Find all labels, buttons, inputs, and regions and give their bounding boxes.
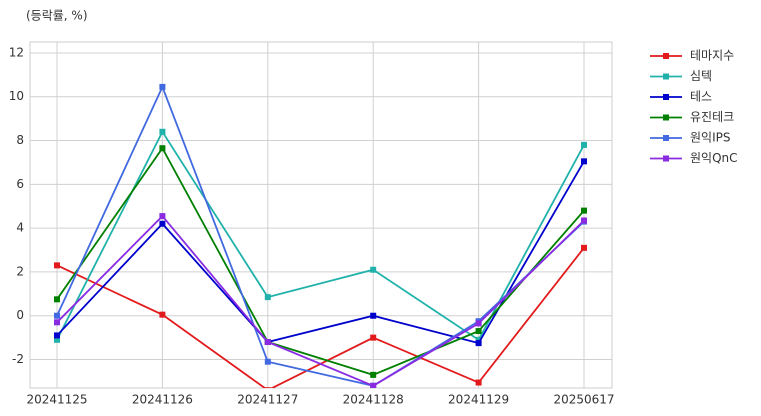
x-tick-label: 20241125 <box>26 393 87 407</box>
legend-label: 심텍 <box>690 69 712 83</box>
legend-label: 원익IPS <box>690 131 730 145</box>
point-marker <box>264 339 271 346</box>
point-marker <box>54 319 60 326</box>
point-marker <box>581 217 587 224</box>
point-marker <box>581 244 587 251</box>
legend-marker <box>663 155 669 162</box>
point-marker <box>54 336 60 343</box>
legend-label: 원익QnC <box>690 151 738 165</box>
point-marker <box>159 311 166 318</box>
point-marker <box>370 266 377 273</box>
x-tick-label: 20241128 <box>343 393 404 407</box>
point-marker <box>159 220 166 227</box>
legend-marker <box>663 94 669 100</box>
point-marker <box>370 382 377 388</box>
x-tick-label: 20241126 <box>132 393 193 407</box>
y-tick-label: 10 <box>9 89 24 103</box>
point-marker <box>370 334 377 341</box>
legend-marker <box>663 53 669 59</box>
point-marker <box>475 328 482 335</box>
plot-area <box>54 83 587 388</box>
point-marker <box>475 320 482 327</box>
series-line <box>56 146 585 376</box>
legend-marker <box>663 73 669 80</box>
point-marker <box>159 213 166 220</box>
series-line <box>56 160 585 345</box>
series-line <box>56 214 585 387</box>
plot-frame <box>29 41 613 389</box>
point-marker <box>54 332 60 339</box>
y-tick-label: 6 <box>16 177 24 191</box>
point-marker <box>475 340 482 347</box>
point-marker <box>264 387 271 388</box>
x-tick-label: 20250617 <box>553 393 614 407</box>
y-tick-label: 2 <box>16 264 24 278</box>
point-marker <box>54 262 60 269</box>
point-marker <box>581 141 587 148</box>
point-marker <box>264 358 271 365</box>
point-marker <box>370 312 377 319</box>
y-tick-label: -2 <box>12 352 24 366</box>
series-line <box>56 247 585 388</box>
point-marker <box>159 83 166 90</box>
point-marker <box>370 371 377 378</box>
series-line <box>56 84 585 387</box>
point-marker <box>581 158 587 165</box>
x-tick-label: 20241129 <box>448 393 509 407</box>
y-tick-label: 4 <box>16 221 24 235</box>
legend-label: 테스 <box>690 90 712 104</box>
point-marker <box>54 312 60 319</box>
point-marker <box>475 336 482 343</box>
y-tick-label: 8 <box>16 133 24 147</box>
series-line <box>56 129 585 342</box>
point-marker <box>159 128 166 135</box>
legend-marker <box>663 114 669 121</box>
point-marker <box>159 145 166 152</box>
point-marker <box>581 207 587 214</box>
y-tick-label: 12 <box>9 45 24 59</box>
point-marker <box>475 379 482 386</box>
y-axis-label: (등락률, %) <box>26 9 88 23</box>
point-marker <box>54 296 60 303</box>
x-tick-label: 20241127 <box>237 393 298 407</box>
point-marker <box>264 294 271 301</box>
legend-label: 유진테크 <box>690 110 734 124</box>
legend-label: 테마지수 <box>690 49 734 63</box>
y-tick-label: 0 <box>16 308 24 322</box>
legend-marker <box>663 135 669 141</box>
